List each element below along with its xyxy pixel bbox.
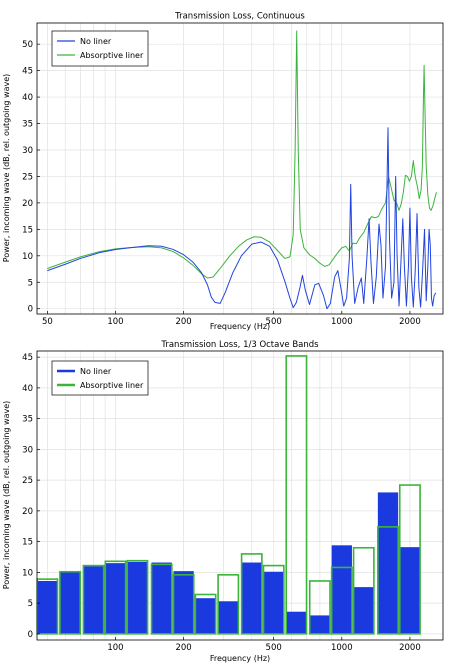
y-tick-label: 50 bbox=[22, 40, 33, 50]
bar-absorptive-liner bbox=[377, 526, 399, 635]
y-tick-label: 40 bbox=[22, 384, 33, 394]
bar-no-liner bbox=[173, 571, 194, 634]
bar-no-liner bbox=[263, 571, 284, 634]
bar-no-liner bbox=[241, 562, 262, 634]
bar-no-liner bbox=[151, 562, 172, 634]
y-tick-label: 30 bbox=[22, 146, 33, 156]
legend-label-absorptive: Absorptive liner bbox=[80, 381, 144, 390]
y-tick-label: 35 bbox=[22, 120, 33, 130]
legend-box bbox=[51, 30, 149, 67]
legend-label-absorptive: Absorptive liner bbox=[80, 51, 144, 60]
bar-absorptive-liner bbox=[308, 580, 331, 635]
bar-no-liner bbox=[127, 561, 148, 634]
y-tick-label: 15 bbox=[22, 225, 33, 235]
x-axis-label: Frequency (Hz) bbox=[210, 654, 270, 663]
bar-absorptive-liner bbox=[398, 484, 421, 635]
gridlines bbox=[37, 23, 443, 314]
y-tick-label: 5 bbox=[28, 278, 33, 288]
plot-frame bbox=[36, 350, 444, 641]
x-tick-label: 1000 bbox=[331, 317, 353, 327]
legend-label-no-liner: No liner bbox=[80, 367, 112, 376]
x-tick-label: 200 bbox=[175, 317, 191, 327]
bar-no-liner bbox=[377, 492, 399, 634]
y-tick-label: 40 bbox=[22, 93, 33, 103]
y-tick-labels: 0 5 10 15 20 25 30 35 40 45 bbox=[22, 353, 40, 640]
series-line-no-liner bbox=[47, 127, 437, 310]
bar-no-liner bbox=[331, 545, 352, 634]
y-tick-label: 45 bbox=[22, 67, 33, 77]
y-axis-label: Power, incoming wave (dB, rel. outgoing … bbox=[2, 401, 11, 590]
bar-no-liner bbox=[59, 572, 81, 634]
x-tick-label: 200 bbox=[175, 643, 191, 653]
legend-box bbox=[51, 360, 149, 396]
x-tick-label: 500 bbox=[266, 317, 282, 327]
y-tick-label: 15 bbox=[22, 538, 33, 548]
x-tick-label: 1000 bbox=[331, 643, 353, 653]
bar-absorptive-liner bbox=[150, 563, 173, 635]
y-tick-label: 10 bbox=[22, 568, 33, 578]
series-line-absorptive-liner bbox=[47, 30, 437, 279]
x-tick-label: 50 bbox=[42, 317, 53, 327]
x-tick-label: 500 bbox=[266, 643, 282, 653]
legend-label-no-liner: No liner bbox=[80, 37, 112, 46]
bar-no-liner bbox=[399, 547, 421, 634]
continuous-chart: Transmission Loss, Continuous 50 100 200 50… bbox=[2, 12, 444, 331]
bar-no-liner bbox=[195, 598, 216, 634]
bar-no-liner bbox=[286, 611, 307, 634]
x-tick-labels: 50 100 200 500 1000 2000 bbox=[42, 311, 421, 327]
bar-absorptive-liner bbox=[82, 564, 105, 635]
bars bbox=[36, 355, 421, 635]
bar-absorptive-liner bbox=[285, 355, 308, 635]
bar-no-liner bbox=[105, 563, 126, 634]
y-tick-label: 0 bbox=[28, 630, 33, 640]
x-axis-label: Frequency (Hz) bbox=[210, 322, 270, 331]
plot-frame bbox=[36, 22, 444, 315]
chart-title: Transmission Loss, Continuous bbox=[174, 12, 305, 22]
bar-absorptive-liner bbox=[59, 570, 82, 635]
bar-no-liner bbox=[218, 601, 239, 634]
legend: No liner Absorptive liner bbox=[51, 30, 149, 67]
y-axis-label: Power, incoming wave (dB, rel. outgoing … bbox=[2, 74, 11, 263]
y-tick-label: 20 bbox=[22, 507, 33, 517]
x-tick-label: 100 bbox=[107, 317, 123, 327]
y-tick-label: 25 bbox=[22, 172, 33, 182]
bar-absorptive-liner bbox=[194, 593, 217, 635]
y-tick-label: 45 bbox=[22, 353, 33, 363]
y-tick-label: 35 bbox=[22, 415, 33, 425]
y-tick-label: 25 bbox=[22, 476, 33, 486]
x-tick-label: 100 bbox=[107, 643, 123, 653]
y-tick-labels: 0 5 10 15 20 25 30 35 40 45 50 bbox=[22, 40, 40, 315]
bar-no-liner bbox=[353, 587, 374, 634]
x-tick-labels: 100 200 500 1000 2000 bbox=[107, 637, 421, 653]
x-tick-label: 2000 bbox=[399, 643, 421, 653]
bar-absorptive-liner bbox=[262, 564, 285, 635]
octave-band-chart: Transmission Loss, 1/3 Octave Bands 100 2… bbox=[2, 340, 444, 663]
bar-absorptive-liner bbox=[104, 560, 127, 635]
y-tick-label: 0 bbox=[28, 305, 33, 315]
bar-no-liner bbox=[309, 615, 331, 634]
bar-no-liner bbox=[83, 566, 104, 634]
bar-absorptive-liner bbox=[330, 566, 353, 635]
bar-no-liner bbox=[37, 580, 58, 634]
legend: No liner Absorptive liner bbox=[51, 360, 149, 396]
y-tick-label: 20 bbox=[22, 199, 33, 209]
bar-absorptive-liner bbox=[217, 574, 240, 635]
y-tick-label: 5 bbox=[28, 599, 33, 609]
x-tick-label: 2000 bbox=[399, 317, 421, 327]
y-tick-label: 10 bbox=[22, 252, 33, 262]
chart-title: Transmission Loss, 1/3 Octave Bands bbox=[160, 340, 319, 350]
series-lines bbox=[47, 30, 437, 310]
bar-absorptive-liner bbox=[126, 559, 149, 635]
bar-absorptive-liner bbox=[352, 546, 375, 635]
bar-absorptive-liner bbox=[172, 574, 195, 635]
y-tick-label: 30 bbox=[22, 445, 33, 455]
bar-absorptive-liner bbox=[240, 553, 263, 635]
